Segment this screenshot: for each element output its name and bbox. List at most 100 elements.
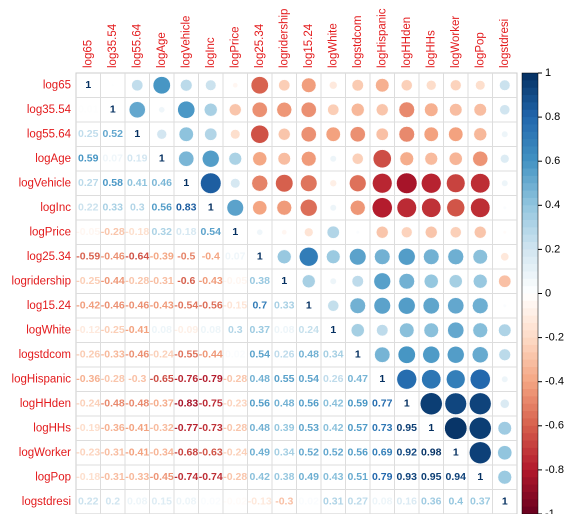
correlation-circle	[448, 274, 463, 289]
correlation-value: 1	[355, 349, 361, 361]
colorbar-segment	[522, 205, 538, 214]
correlation-circle	[471, 346, 489, 364]
correlation-value: 0.08	[274, 324, 295, 336]
correlation-circle	[473, 127, 487, 141]
correlation-value: 0.7	[252, 300, 267, 312]
correlation-circle	[301, 77, 317, 93]
colorbar-label: 0	[545, 287, 551, 299]
correlation-value: 0.38	[274, 471, 295, 483]
correlation-value: -0.19	[76, 422, 100, 434]
column-label: logWorker	[450, 16, 462, 68]
correlation-circle	[226, 199, 244, 217]
row-label: log35.54	[27, 104, 72, 116]
correlation-circle	[278, 79, 291, 92]
colorbar-segment	[522, 499, 538, 508]
correlation-circle	[472, 150, 489, 167]
correlation-circle	[276, 102, 292, 118]
correlation-value: 0.73	[372, 422, 393, 434]
correlation-value: -0.46	[101, 251, 125, 263]
correlation-value: 0.25	[78, 128, 99, 140]
colorbar-segment	[522, 153, 538, 162]
correlation-circle	[349, 174, 367, 192]
correlation-value: -0.54	[174, 300, 198, 312]
correlation-value: -0.75	[199, 398, 223, 410]
correlation-value: 0.53	[299, 422, 320, 434]
correlation-circle	[252, 200, 268, 216]
correlation-circle	[469, 417, 492, 440]
correlation-value: -0.76	[174, 373, 198, 385]
correlation-circle	[277, 249, 292, 264]
colorbar-segment	[522, 403, 538, 412]
correlation-value: 0.49	[299, 471, 320, 483]
correlation-value: -0.44	[199, 349, 223, 361]
correlation-value: 0.08	[372, 496, 393, 508]
colorbar-segment	[522, 411, 538, 419]
correlation-circle	[374, 248, 391, 265]
correlation-value: 0.33	[274, 300, 295, 312]
colorbar-segment	[522, 315, 538, 324]
colorbar-segment	[522, 367, 538, 375]
column-label: logAge	[156, 32, 168, 68]
colorbar-segment	[522, 256, 538, 265]
correlation-value: 0.01	[78, 104, 99, 116]
row-label: log65	[43, 79, 71, 91]
correlation-circle	[327, 103, 340, 116]
correlation-value: -0.24	[76, 398, 100, 410]
correlation-value: 0.54	[201, 226, 222, 238]
correlation-circle	[300, 199, 318, 217]
colorbar-segment	[522, 212, 538, 221]
colorbar-segment	[522, 95, 538, 103]
correlation-value: 1	[477, 471, 483, 483]
correlation-circle	[152, 76, 171, 95]
correlation-value: -0.44	[101, 275, 125, 287]
correlation-value: 0.18	[176, 226, 197, 238]
correlation-circle	[178, 126, 194, 142]
correlation-circle	[350, 323, 365, 338]
correlation-circle	[232, 82, 239, 89]
colorbar-segment	[522, 102, 538, 111]
correlation-circle	[302, 274, 316, 288]
correlation-circle	[472, 322, 488, 338]
correlation-circle	[421, 369, 442, 390]
correlation-value: 0.3	[228, 324, 243, 336]
correlation-value: -0.46	[101, 300, 125, 312]
correlation-value: -0.68	[174, 447, 198, 459]
colorbar-segment	[522, 293, 538, 302]
column-label: log55.64	[131, 23, 143, 68]
correlation-value: 0.77	[372, 398, 393, 410]
column-label: logInc	[205, 37, 217, 68]
correlation-value: 1	[208, 202, 214, 214]
correlation-value: 0.37	[250, 324, 271, 336]
correlation-circle	[256, 229, 263, 236]
correlation-circle	[275, 174, 294, 193]
colorbar-label: 0.6	[545, 155, 560, 167]
correlation-value: 0.51	[348, 471, 369, 483]
correlation-circle	[250, 76, 269, 95]
correlation-circle	[349, 297, 366, 314]
correlation-value: -0.28	[101, 373, 125, 385]
correlation-value: -0.09	[174, 324, 198, 336]
correlation-value: 1	[281, 275, 287, 287]
colorbar-segment	[522, 183, 538, 192]
colorbar-segment	[522, 139, 538, 147]
colorbar-segment	[522, 242, 538, 250]
correlation-circle	[472, 249, 488, 265]
correlation-circle	[470, 173, 491, 194]
correlation-circle	[499, 398, 510, 409]
colorbar-segment	[522, 337, 538, 346]
correlation-value: -0.23	[223, 398, 247, 410]
column-label: logPrice	[229, 26, 241, 68]
correlation-value: -0.37	[150, 398, 174, 410]
correlation-value: 0.22	[78, 496, 99, 508]
correlation-value: -0.39	[150, 251, 174, 263]
correlation-circle	[472, 297, 489, 314]
correlation-circle	[329, 179, 337, 187]
correlation-value: 0.08	[201, 324, 222, 336]
correlation-value: 0.94	[446, 471, 467, 483]
correlation-circle	[326, 249, 341, 264]
correlation-value: 0.47	[348, 373, 369, 385]
row-label: logHispanic	[12, 373, 72, 385]
correlation-circle	[498, 323, 512, 337]
correlation-value: -0.31	[101, 447, 125, 459]
colorbar-segment	[522, 322, 538, 331]
